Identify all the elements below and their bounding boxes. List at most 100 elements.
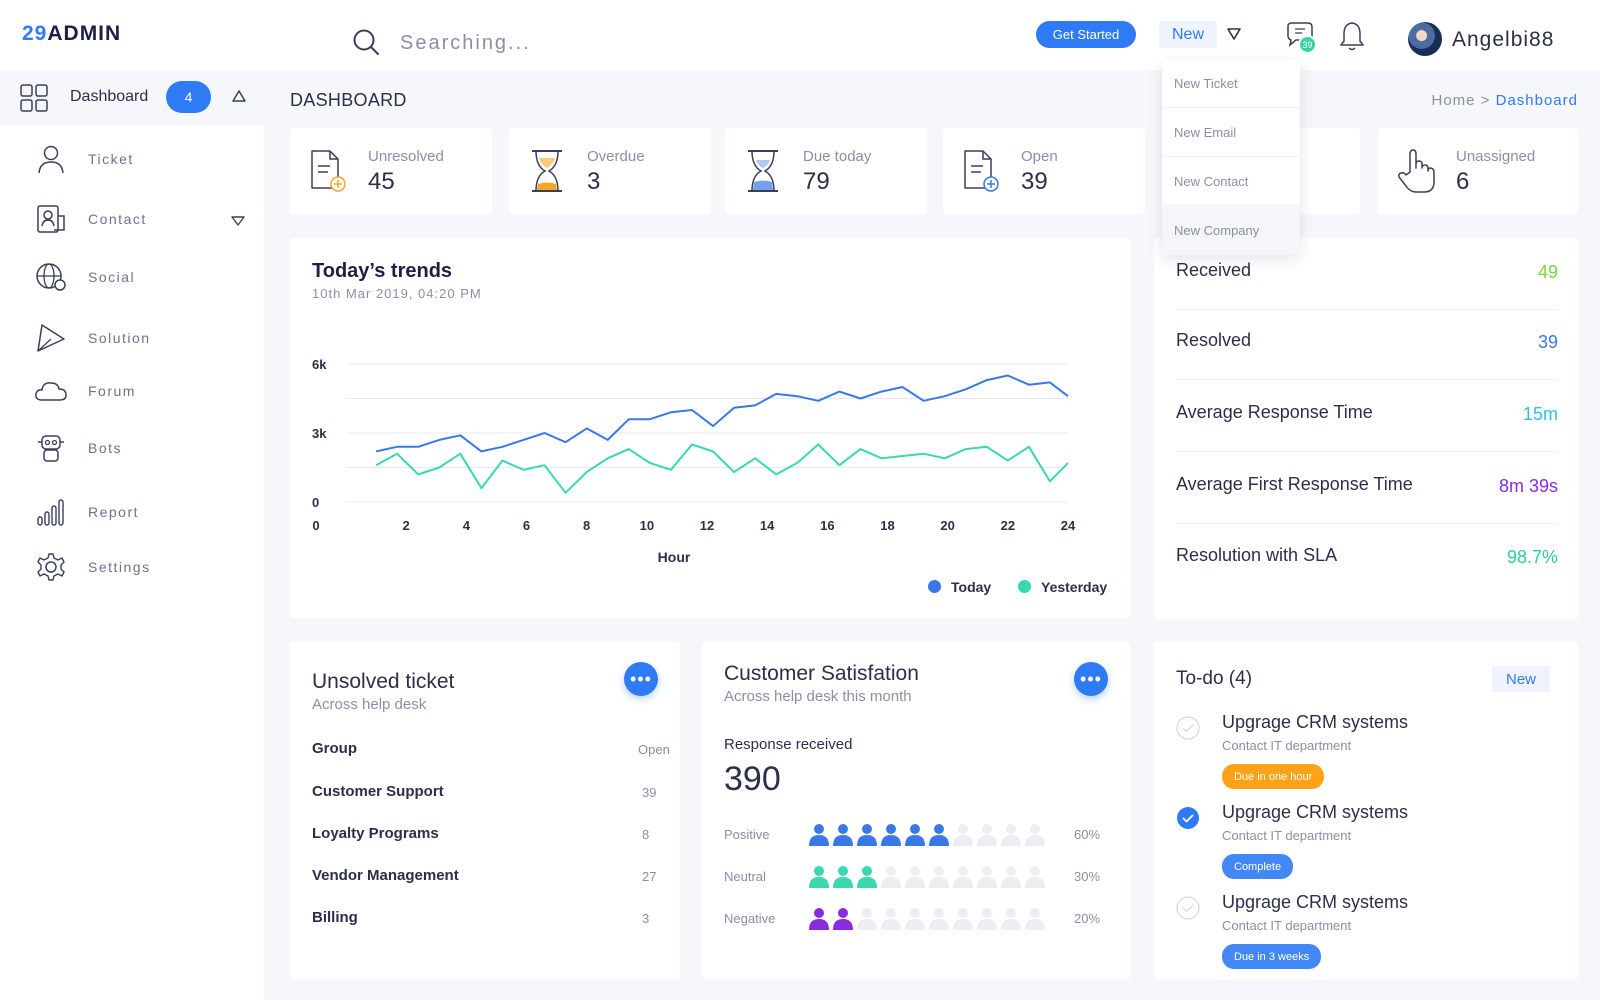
x-tick-label: 0 [312,518,319,533]
person-icon [881,908,901,930]
person-icon [1001,866,1021,888]
person-icon [833,908,853,930]
sidebar-item-social[interactable]: Social [0,254,264,300]
collapse-up-icon[interactable] [232,90,246,102]
row-value: 8 [642,827,650,842]
username[interactable]: Angelbi88 [1452,28,1555,51]
metric-average-response-time: Average Response Time 15m [1176,380,1558,452]
todo-new-button[interactable]: New [1492,666,1550,692]
trends-title: Today’s trends [312,260,453,282]
x-axis-label: Hour [658,549,691,565]
person-icon [977,866,997,888]
grid-icon [20,84,48,112]
sidebar-item-settings[interactable]: Settings [0,544,264,590]
satisfaction-person-icons [808,823,1048,847]
stat-label: Due today [803,148,872,165]
person-icon [953,908,973,930]
sidebar-item-dashboard[interactable]: Dashboard 4 [0,70,264,125]
stat-value: 6 [1456,168,1470,195]
top-bar: 29ADMIN Get Started New 39 Angelbi88 [0,0,1600,70]
person-icon [857,824,877,846]
table-row[interactable]: Customer Support 39 [312,783,656,813]
search-icon[interactable] [352,28,380,56]
breadcrumb-home[interactable]: Home [1431,92,1476,109]
series-line-today [375,374,1069,453]
sidebar-item-forum[interactable]: Forum [0,368,264,414]
unchecked-circle-icon[interactable] [1176,716,1200,740]
satisfaction-person-icons [808,907,1048,931]
legend-label: Yesterday [1041,579,1108,595]
logo[interactable]: 29ADMIN [22,22,122,45]
stat-card-due-today[interactable]: Due today 79 [725,128,927,214]
satisfaction-percent: 20% [1074,911,1101,926]
sidebar-item-contact[interactable]: Contact [0,196,264,242]
menu-item-new-ticket[interactable]: New Ticket [1162,60,1300,108]
new-button[interactable]: New [1159,21,1217,48]
checked-circle-icon[interactable] [1176,806,1200,830]
chevron-down-icon[interactable] [231,216,245,226]
todo-item[interactable]: Upgrage CRM systems Contact IT departmen… [1176,712,1556,802]
person-icon [929,908,949,930]
satisfaction-percent: 30% [1074,869,1101,884]
bell-icon[interactable] [1338,20,1366,52]
sidebar-item-solution[interactable]: Solution [0,315,264,361]
search-input[interactable] [400,28,700,58]
todo-name: Upgrage CRM systems [1222,802,1409,822]
sidebar: Dashboard 4 Ticket Contact Social Soluti… [0,70,264,1000]
table-row[interactable]: Loyalty Programs 8 [312,825,649,855]
person-icon [929,824,949,846]
todo-tag: Complete [1222,854,1294,879]
menu-item-new-email[interactable]: New Email [1162,109,1300,157]
get-started-button[interactable]: Get Started [1036,21,1136,48]
person-icon [929,866,949,888]
stat-card-overdue[interactable]: Overdue 3 [509,128,711,214]
y-tick-label: 3k [312,426,327,441]
sidebar-item-ticket[interactable]: Ticket [0,136,264,182]
stat-card-open[interactable]: Open 39 [943,128,1145,214]
sidebar-item-report[interactable]: Report [0,489,264,535]
person-icon [809,908,829,930]
todo-item[interactable]: Upgrage CRM systems Contact IT departmen… [1176,802,1556,892]
metric-name: Resolved [1176,330,1252,350]
column-header-group: Group [312,740,357,757]
todo-item[interactable]: Upgrage CRM systems Contact IT departmen… [1176,892,1556,982]
contact-icon [37,205,65,233]
sidebar-item-label: Ticket [88,151,134,167]
unsolved-ticket-card: Unsolved ticket Across help desk ••• Gro… [290,642,680,980]
response-value: 390 [724,760,781,798]
person-icon [1001,908,1021,930]
stat-card-unassigned[interactable]: Unassigned 6 [1378,128,1578,214]
satisfaction-label: Positive [724,827,770,842]
menu-item-new-company[interactable]: New Company [1162,207,1300,255]
todo-title: To-do (4) [1176,668,1253,689]
person-icon [881,824,901,846]
stat-value: 3 [587,168,601,195]
sidebar-item-bots[interactable]: Bots [0,425,264,471]
person-icon [905,866,925,888]
stat-label: Overdue [587,148,645,165]
menu-item-new-contact[interactable]: New Contact [1162,158,1300,206]
stat-card-unresolved[interactable]: Unresolved 45 [290,128,492,214]
legend-yesterday[interactable]: Yesterday [1018,579,1107,595]
sidebar-item-label: Settings [88,559,151,575]
more-options-button[interactable]: ••• [624,662,658,696]
metric-resolved: Resolved 39 [1176,308,1558,380]
stat-label: Unresolved [368,148,444,165]
row-name: Vendor Management [312,867,459,884]
unchecked-circle-icon[interactable] [1176,896,1200,920]
avatar[interactable] [1408,22,1442,56]
page-title: DASHBOARD [290,90,407,110]
satisfaction-row-neutral: Neutral 30% [724,865,1116,891]
table-row[interactable]: Billing 3 [312,909,649,939]
person-icon [977,824,997,846]
legend-label: Today [951,579,992,595]
column-header-open: Open [638,742,670,757]
table-row[interactable]: Vendor Management 27 [312,867,656,897]
legend-today[interactable]: Today [928,579,991,595]
trends-subtitle: 10th Mar 2019, 04:20 PM [312,286,482,301]
customer-satisfaction-card: Customer Satisfation Across help desk th… [702,642,1130,980]
caret-down-icon[interactable] [1226,27,1242,41]
metric-name: Average Response Time [1176,402,1373,422]
more-options-button[interactable]: ••• [1074,662,1108,696]
todo-subtitle: Contact IT department [1222,828,1352,843]
